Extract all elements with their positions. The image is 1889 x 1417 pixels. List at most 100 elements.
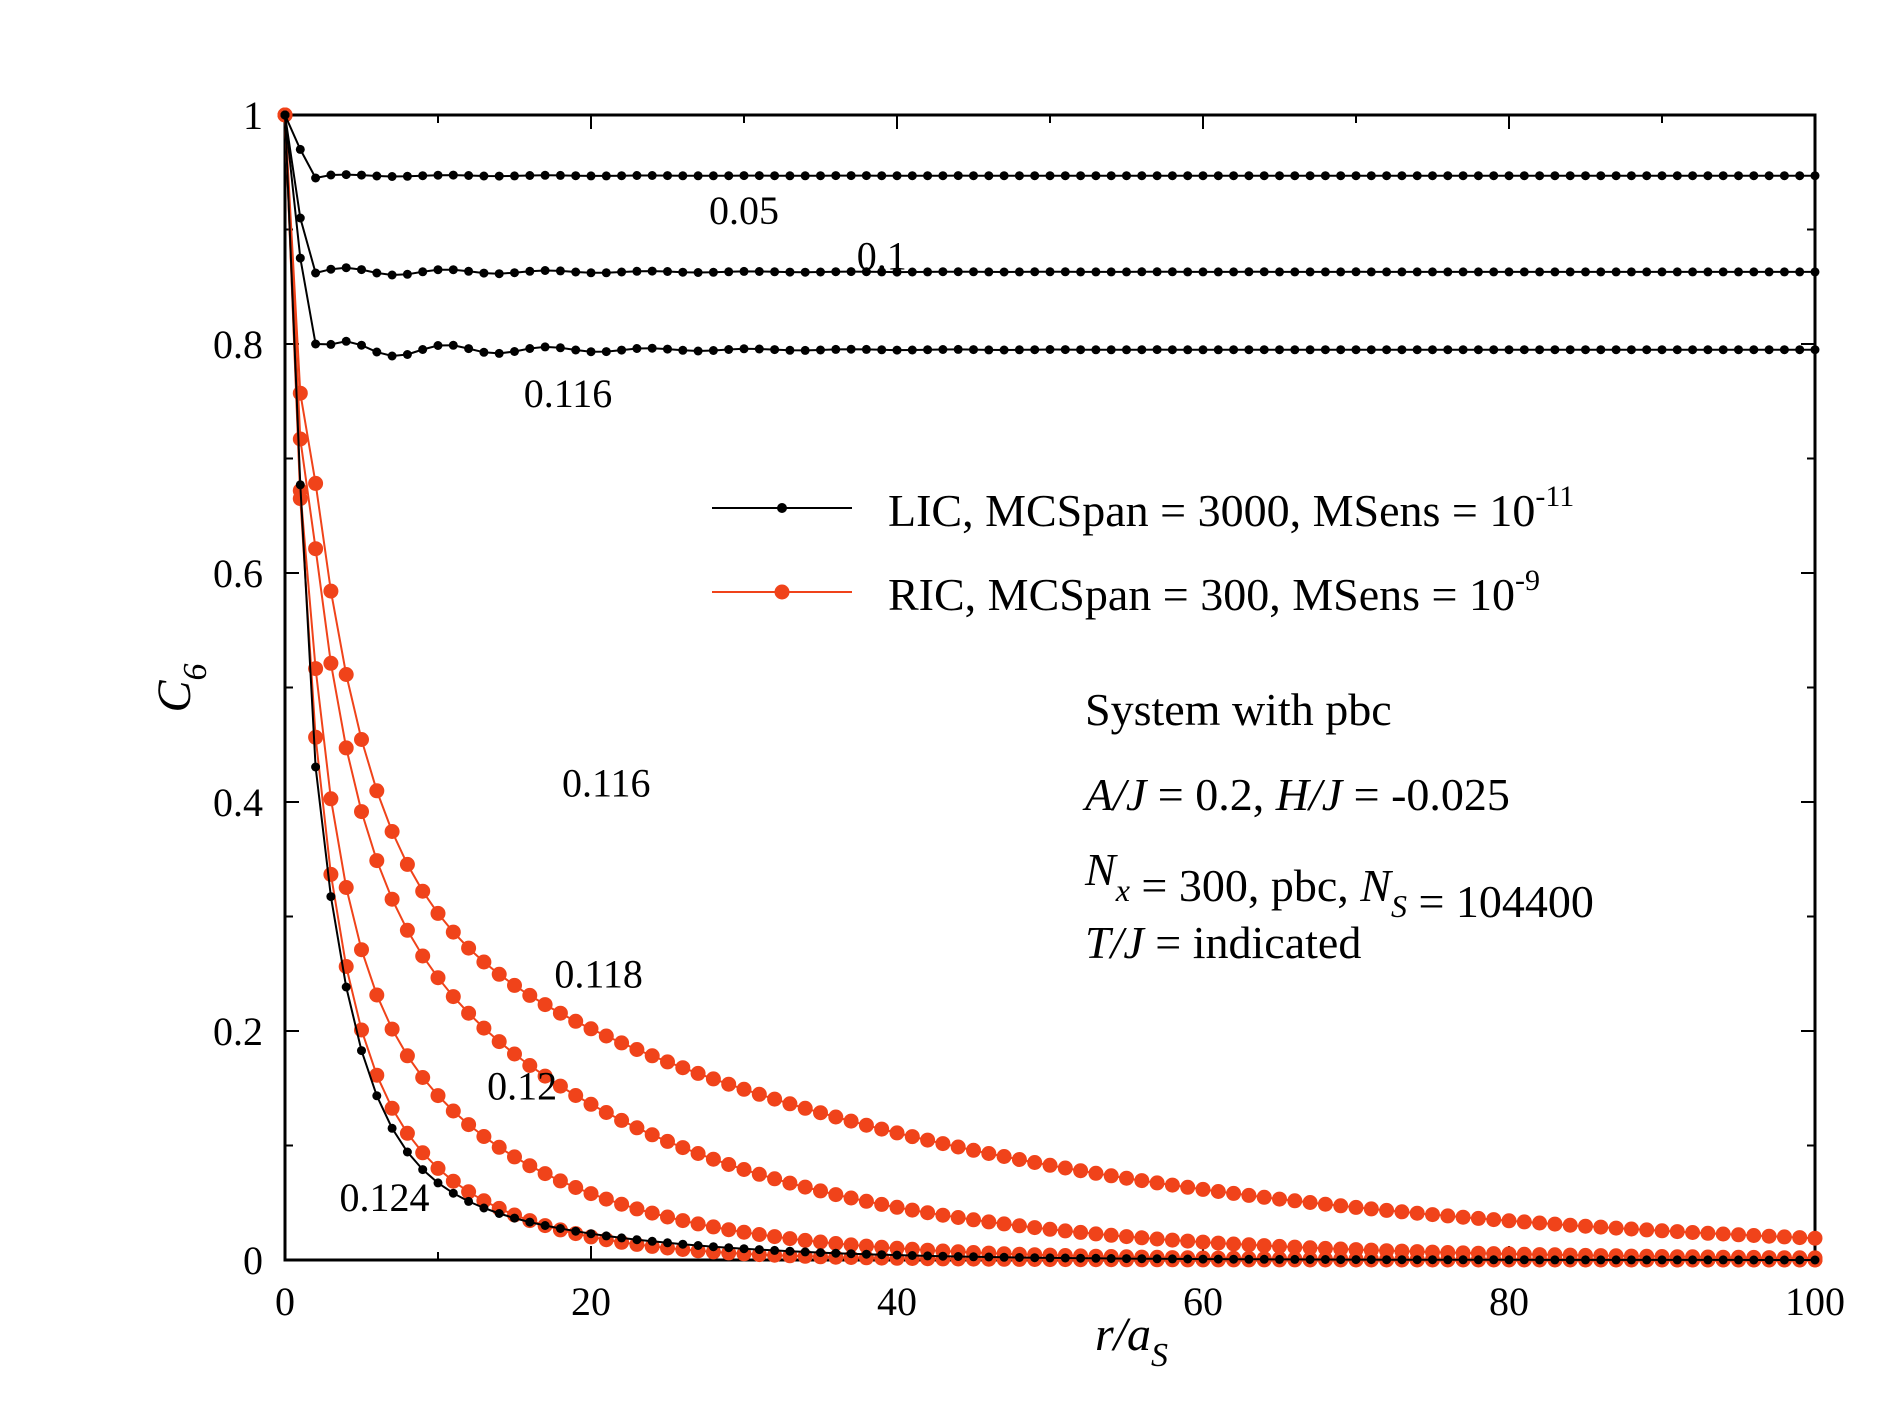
data-point [540,170,550,180]
data-point [1611,171,1621,181]
data-point [1795,1255,1805,1265]
data-point [1412,345,1422,355]
data-point [708,346,718,355]
curve-label: 0.1 [857,234,907,279]
data-point [311,762,321,772]
data-point [1091,345,1101,355]
data-point [1685,1225,1701,1240]
data-point [555,343,565,353]
data-point [540,1221,550,1230]
data-point [1167,345,1177,355]
data-point [1320,345,1330,355]
data-point [571,345,581,355]
data-point [858,1238,874,1254]
data-point [1565,171,1575,181]
data-point [754,1245,764,1255]
data-point [1672,345,1682,355]
data-point [831,267,841,277]
data-point [323,655,339,671]
legend-sup-lic: -11 [1535,480,1574,513]
data-point [1428,1255,1437,1265]
data-point [874,1196,890,1212]
data-point [479,347,489,357]
data-point [1259,1254,1269,1264]
data-point [953,171,963,181]
data-point [1688,345,1698,355]
data-point [920,1132,936,1148]
x-axis-title: r/aS [1095,1308,1168,1374]
data-point [1183,345,1193,355]
data-point [614,1112,630,1128]
data-point [644,1048,660,1064]
x-tick-label: 0 [275,1279,295,1324]
data-point [1152,1254,1162,1264]
data-point [1810,267,1820,277]
data-point [739,344,749,354]
curve-label: 0.12 [487,1064,557,1109]
data-point [326,170,336,180]
data-point [1535,171,1545,181]
data-point [1379,1202,1395,1218]
info-part: System with pbc [1085,684,1392,735]
data-point [678,1239,688,1249]
data-point [295,480,305,490]
data-point [1336,1255,1346,1265]
data-point [800,171,810,181]
data-point [525,171,535,180]
data-point [1060,345,1070,355]
data-point [1715,1226,1731,1242]
data-point [1519,267,1529,277]
data-point [1535,1255,1545,1265]
data-point [1458,171,1468,181]
data-point [904,1202,920,1218]
data-point [1198,345,1208,355]
data-point [904,1129,920,1145]
data-point [1091,267,1101,277]
data-point [372,268,382,278]
data-point [1795,267,1805,277]
data-point [813,1234,828,1250]
data-point [1734,171,1743,181]
data-point [1412,267,1422,277]
data-point [1229,171,1239,181]
data-point [510,171,519,181]
data-point [966,1142,981,1158]
data-point [1198,171,1208,181]
data-point [721,1076,737,1092]
data-point [1076,1253,1086,1263]
data-point [617,171,627,181]
data-point [889,1199,905,1215]
data-point [1180,1179,1196,1195]
data-point [1642,171,1652,181]
data-point [1272,1238,1287,1254]
data-point [950,1210,966,1225]
data-point [1333,1198,1349,1214]
data-point [476,1129,492,1144]
data-point [1198,267,1208,277]
data-point [1581,1255,1590,1265]
data-point [583,1096,599,1112]
series-lic-0.05 [280,110,1820,183]
data-point [953,267,963,277]
data-point [1106,171,1116,181]
data-point [598,1028,614,1044]
data-point [797,1100,813,1116]
data-point [770,345,780,355]
data-point [705,1219,721,1235]
data-point [1581,267,1590,277]
data-point [357,340,366,350]
data-point [1565,345,1575,355]
data-point [1626,345,1636,355]
data-point [938,1251,948,1261]
data-point [1382,1255,1392,1265]
data-point [430,1160,446,1176]
data-point [724,171,734,181]
data-point [384,1100,400,1116]
info-part: T/J [1085,917,1146,968]
data-point [448,170,458,180]
data-point [552,1005,568,1021]
data-point [724,267,734,277]
data-point [782,1231,798,1247]
svg-text:LIC, MCSpan = 3000, MSens = 10: LIC, MCSpan = 3000, MSens = 10-11 [888,480,1574,536]
curve-label: 0.116 [562,760,651,805]
